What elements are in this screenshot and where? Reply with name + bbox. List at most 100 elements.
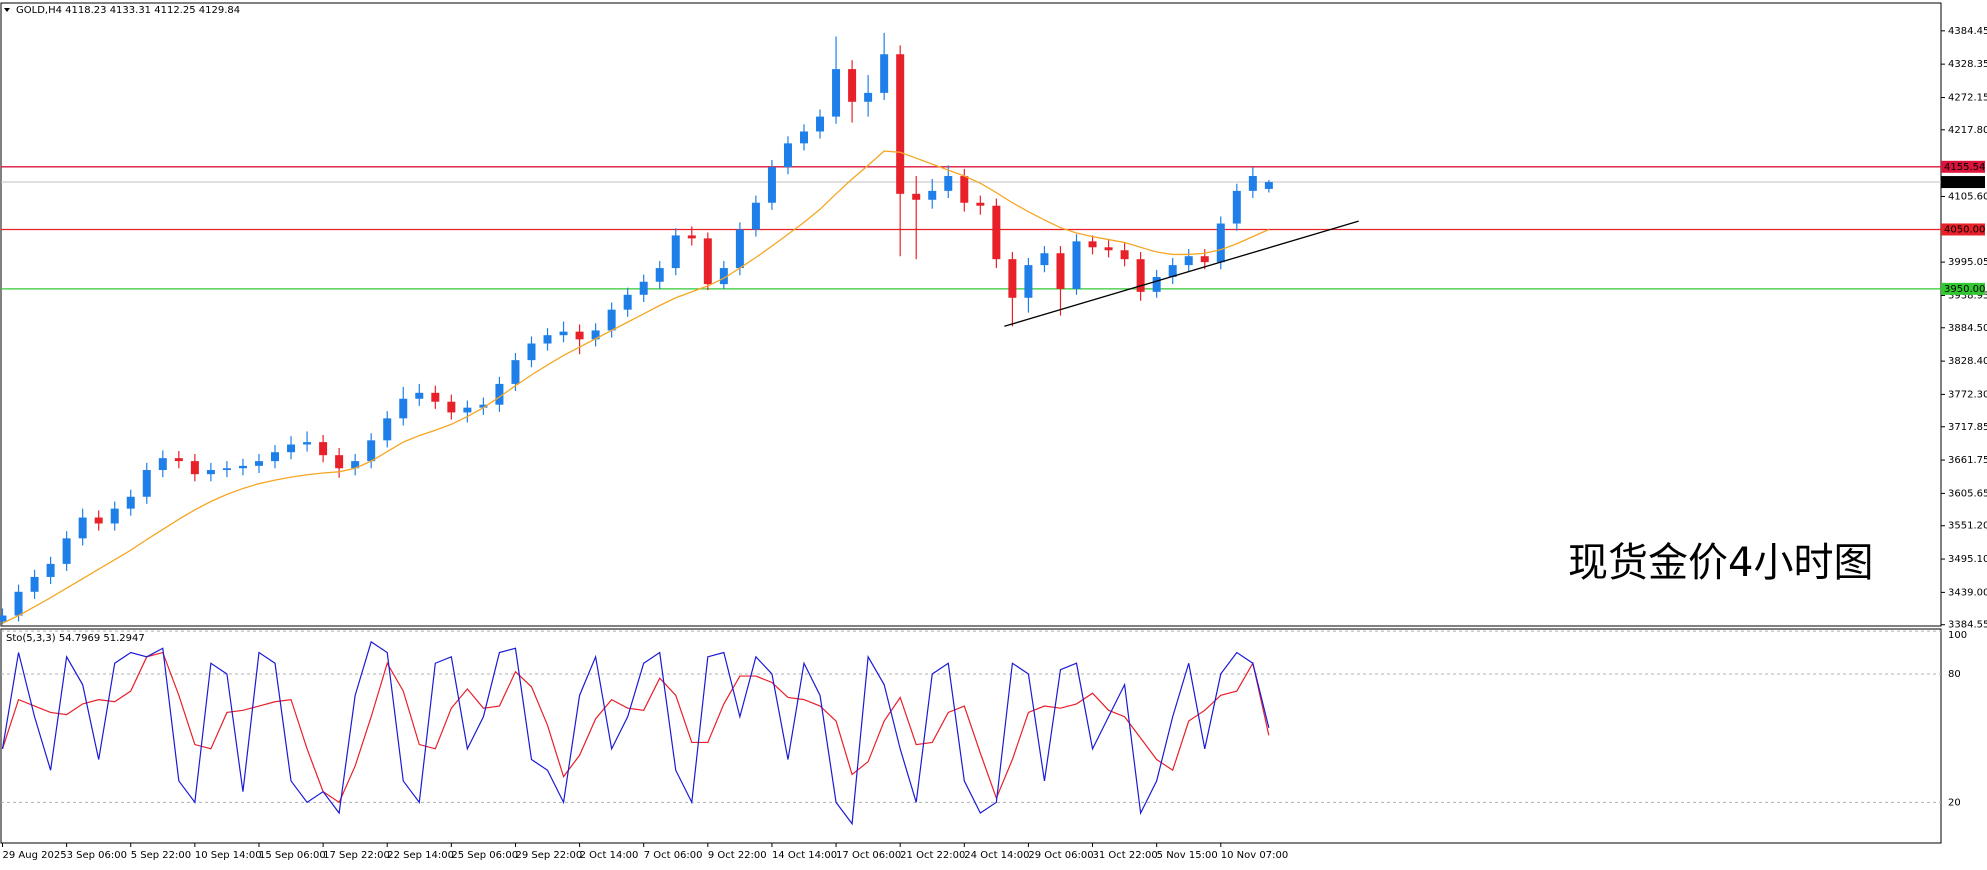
candle-body (431, 392, 440, 402)
moving-average (2, 150, 1270, 624)
candle-body (1232, 190, 1241, 224)
x-tick-label: 14 Oct 14:00 (772, 850, 837, 861)
candle-body (1216, 223, 1225, 263)
candle-body (1264, 182, 1273, 189)
candle-body (880, 54, 889, 93)
candle-body (751, 202, 760, 230)
candle-body (0, 615, 7, 622)
candle-body (816, 116, 825, 132)
candle-body (864, 92, 873, 102)
y-tick-label: 3938.95 (1948, 290, 1987, 301)
main-frame (0, 2, 1942, 627)
x-tick-label: 2 Oct 14:00 (580, 850, 639, 861)
x-tick-label: 15 Sep 06:00 (259, 850, 326, 861)
trendline (1004, 220, 1359, 327)
x-tick-label: 5 Nov 15:00 (1157, 850, 1218, 861)
candle-body (367, 440, 376, 462)
candle-body (575, 331, 584, 340)
header-open: 4118.23 (65, 5, 106, 16)
candle-body (1008, 259, 1017, 298)
header-close: 4129.84 (199, 5, 240, 16)
candle-body (30, 576, 39, 592)
level-box (1941, 223, 1985, 236)
candle-body (527, 343, 536, 361)
x-tick-label: 3 Sep 06:00 (67, 850, 127, 861)
y-tick-label: 4217.80 (1948, 125, 1987, 136)
candle-body (1120, 250, 1129, 260)
stoch-tick-label: 80 (1948, 669, 1961, 680)
candle-body (254, 461, 263, 466)
candle-body (1168, 265, 1177, 277)
candle-body (928, 190, 937, 200)
candle-body (703, 238, 712, 285)
candle-body (992, 205, 1001, 260)
candle-body (206, 470, 215, 475)
candle-body (671, 235, 680, 269)
candle-body (303, 442, 312, 445)
candle-body (287, 444, 296, 453)
y-tick-label: 3439.00 (1948, 587, 1987, 598)
y-tick-label: 3828.40 (1948, 356, 1987, 367)
y-tick-label: 3495.10 (1948, 554, 1987, 565)
price-box (1941, 176, 1985, 189)
candle-body (271, 452, 280, 462)
candle-body (1040, 253, 1049, 266)
candle-body (383, 418, 392, 441)
level-label: 3950.00 (1944, 284, 1985, 295)
x-tick-label: 10 Nov 07:00 (1221, 850, 1288, 861)
y-tick-label: 4105.60 (1948, 191, 1987, 202)
candle-body (46, 563, 55, 577)
x-tick-label: 9 Oct 22:00 (708, 850, 767, 861)
stoch-tick-label: 20 (1948, 797, 1961, 808)
x-tick-label: 29 Oct 06:00 (1028, 850, 1093, 861)
stoch-frame (0, 628, 1942, 844)
candle-body (110, 508, 119, 524)
candle-body (800, 131, 808, 144)
candle-body (1200, 256, 1209, 263)
candle-body (607, 309, 616, 331)
x-tick-label: 29 Sep 22:00 (515, 850, 582, 861)
candle-body (94, 517, 103, 524)
x-tick-label: 7 Oct 06:00 (644, 850, 703, 861)
stoch-line (1, 651, 1270, 804)
y-tick-label: 4272.15 (1948, 93, 1987, 104)
candle-body (14, 591, 23, 616)
candle-body (623, 294, 632, 310)
candle-body (78, 517, 87, 539)
candle-body (976, 202, 985, 206)
candle-body (62, 538, 71, 564)
stoch-label: Sto(5,3,3) (6, 633, 56, 644)
candle-body (1104, 247, 1113, 251)
candle-body (399, 398, 408, 419)
price-label: 4129.84 (1944, 177, 1985, 188)
candle-body (415, 392, 424, 399)
candle-body (832, 69, 841, 117)
y-tick-label: 4384.45 (1948, 26, 1987, 37)
candle-body (142, 470, 151, 497)
candle-body (463, 407, 472, 413)
candle-body (238, 465, 247, 469)
x-tick-label: 5 Sep 22:00 (131, 850, 191, 861)
candle-body (1136, 259, 1145, 292)
candle-body (687, 235, 696, 239)
candle-body (511, 360, 520, 384)
level-box (1941, 160, 1985, 173)
candle-body (335, 455, 344, 469)
candle-body (319, 442, 328, 456)
candle-body (559, 331, 568, 336)
x-tick-label: 17 Sep 22:00 (323, 850, 390, 861)
y-tick-label: 3551.20 (1948, 521, 1987, 532)
y-tick-label: 3772.30 (1948, 389, 1987, 400)
x-tick-label: 31 Oct 22:00 (1093, 850, 1158, 861)
candle-body (735, 229, 744, 269)
y-tick-label: 3605.65 (1948, 488, 1987, 499)
header-high: 4133.31 (110, 5, 151, 16)
candle-body (1184, 256, 1193, 266)
candle-body (222, 468, 231, 471)
candle-body (1024, 265, 1033, 298)
menu-arrow[interactable] (4, 8, 10, 12)
x-tick-label: 24 Oct 14:00 (964, 850, 1029, 861)
candle-body (591, 330, 600, 340)
candle-body (174, 458, 183, 462)
